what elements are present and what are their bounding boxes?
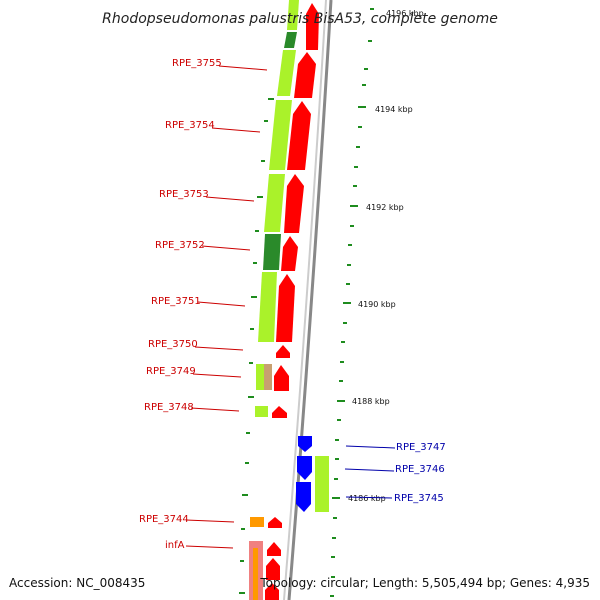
feature-block-tan — [264, 364, 272, 390]
forward-cds — [276, 345, 290, 358]
feature-block — [255, 406, 268, 417]
accession-text: Accession: NC_008435 — [9, 576, 145, 590]
gene-label-rpe-3747[interactable]: RPE_3747 — [396, 442, 446, 453]
feature-block — [264, 174, 285, 232]
genome-summary-text: Topology: circular; Length: 5,505,494 bp… — [259, 576, 590, 590]
forward-cds — [294, 52, 316, 98]
forward-cds — [281, 236, 298, 271]
orange-feature — [253, 548, 258, 600]
reverse-cds — [297, 456, 312, 480]
tick-label: 4186 kbp — [348, 494, 386, 503]
feature-block — [269, 100, 292, 170]
gene-label-rpe-3749[interactable]: RPE_3749 — [146, 366, 196, 377]
tick-labels: 4196 kbp 4194 kbp 4192 kbp 4190 kbp 4188… — [348, 9, 424, 503]
reverse-cds-lane — [296, 436, 329, 512]
feature-block — [287, 0, 299, 30]
genome-ruler-outer — [287, 0, 333, 600]
gene-label-rpe-3746[interactable]: RPE_3746 — [395, 464, 445, 475]
map-title: Rhodopseudomonas palustris BisA53, compl… — [102, 11, 498, 27]
forward-cds — [265, 583, 279, 600]
reverse-cds — [296, 482, 311, 512]
gene-label-rpe-3753[interactable]: RPE_3753 — [159, 189, 209, 200]
gene-label-rpe-3751[interactable]: RPE_3751 — [151, 296, 201, 307]
gene-label-rpe-3744[interactable]: RPE_3744 — [139, 514, 189, 525]
gene-label-rpe-3752[interactable]: RPE_3752 — [155, 240, 205, 251]
forward-cds — [266, 558, 280, 580]
tick-marks-outer — [330, 8, 374, 597]
gene-label-rpe-3754[interactable]: RPE_3754 — [165, 120, 215, 131]
feature-block — [277, 50, 296, 96]
gene-label-rpe-3750[interactable]: RPE_3750 — [148, 339, 198, 350]
forward-cds — [276, 274, 295, 342]
feature-block-dark — [263, 234, 281, 270]
forward-cds — [267, 542, 281, 556]
reverse-gene-labels: RPE_3747 RPE_3746 RPE_3745 — [344, 442, 446, 504]
gene-label-infa[interactable]: infA — [165, 540, 185, 551]
forward-cds — [272, 406, 287, 418]
forward-gene-labels: RPE_3755 RPE_3754 RPE_3753 RPE_3752 RPE_… — [139, 58, 268, 551]
forward-cds — [287, 101, 311, 170]
forward-cds — [268, 517, 282, 528]
feature-lane-outer — [249, 0, 299, 600]
forward-cds — [306, 3, 319, 50]
gene-label-rpe-3748[interactable]: RPE_3748 — [144, 402, 194, 413]
forward-cds — [284, 174, 304, 233]
genome-ruler-inner — [283, 0, 327, 600]
tick-label: 4194 kbp — [375, 105, 413, 114]
tick-marks-inner — [239, 98, 274, 594]
feature-block — [258, 272, 277, 342]
tick-label: 4196 kbp — [386, 9, 424, 18]
forward-cds — [274, 365, 289, 391]
tick-label: 4188 kbp — [352, 397, 390, 406]
feature-block — [315, 456, 329, 512]
tick-label: 4190 kbp — [358, 300, 396, 309]
gene-label-rpe-3755[interactable]: RPE_3755 — [172, 58, 222, 69]
forward-cds-lane — [265, 3, 319, 600]
gene-label-rpe-3745[interactable]: RPE_3745 — [394, 493, 444, 504]
feature-block — [256, 364, 265, 390]
feature-block-dark — [284, 32, 297, 48]
tick-label: 4192 kbp — [366, 203, 404, 212]
orange-feature — [250, 517, 264, 527]
reverse-cds — [298, 436, 312, 452]
